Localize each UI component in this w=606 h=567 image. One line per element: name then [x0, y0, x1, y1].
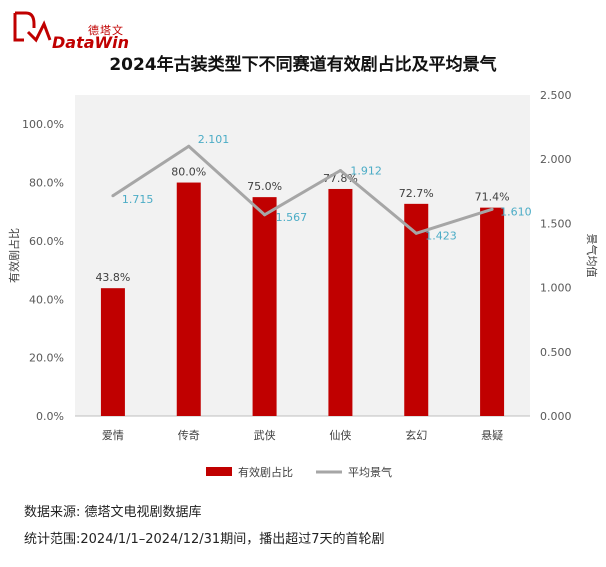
line-data-label: 1.610 [500, 205, 532, 218]
legend-line-label: 平均景气 [348, 465, 392, 479]
y-tick-label: 0.0% [36, 410, 64, 423]
x-tick-label: 爱情 [102, 429, 124, 442]
bar-data-label: 80.0% [171, 166, 206, 179]
bar-武侠 [252, 197, 277, 416]
datawin-logo: 德塔文 DataWin [12, 10, 132, 52]
y-axis-title: 有效剧占比 [7, 228, 21, 283]
y-tick-label: 20.0% [29, 352, 64, 365]
y2-tick-label: 2.500 [540, 89, 572, 102]
line-data-label: 1.715 [122, 193, 153, 206]
bar-仙侠 [328, 188, 353, 416]
plot-area [75, 95, 530, 416]
y2-tick-label: 1.000 [540, 282, 572, 295]
x-tick-label: 玄幻 [405, 428, 427, 442]
x-tick-label: 仙侠 [329, 429, 351, 442]
line-point [490, 207, 494, 211]
data-source-note: 数据来源: 德塔文电视剧数据库 [24, 505, 202, 520]
bar-爱情 [100, 288, 125, 416]
bar-data-label: 43.8% [95, 271, 130, 284]
bar-data-label: 75.0% [247, 180, 282, 193]
line-point [338, 168, 342, 172]
chart-title: 2024年古装类型下不同赛道有效剧占比及平均景气 [109, 55, 497, 75]
line-point [263, 213, 267, 217]
y2-axis-title: 景气均值 [585, 234, 599, 278]
y2-tick-label: 2.000 [540, 153, 572, 166]
y2-tick-label: 0.000 [540, 410, 572, 423]
bar-data-label: 72.7% [399, 187, 434, 200]
bar-玄幻 [404, 203, 429, 416]
line-data-label: 1.912 [350, 164, 382, 177]
bar-data-label: 71.4% [475, 191, 510, 204]
x-tick-label: 武侠 [254, 429, 276, 442]
line-point [111, 194, 115, 198]
legend-bar-swatch [206, 467, 232, 476]
y-tick-label: 80.0% [29, 177, 64, 190]
bar-传奇 [176, 182, 201, 416]
y2-tick-label: 0.500 [540, 346, 572, 359]
line-point [414, 231, 418, 235]
y2-tick-label: 1.500 [540, 217, 572, 230]
legend-bar-label: 有效剧占比 [238, 465, 293, 479]
line-data-label: 1.423 [425, 229, 457, 242]
logo-chinese-name: 德塔文 [88, 24, 124, 37]
y-tick-label: 40.0% [29, 293, 64, 306]
line-data-label: 1.567 [276, 211, 308, 224]
logo-english-name: DataWin [52, 33, 130, 52]
y-tick-label: 60.0% [29, 235, 64, 248]
x-tick-label: 传奇 [178, 429, 200, 442]
bar-悬疑 [480, 207, 505, 416]
logo-mark-icon [13, 11, 52, 43]
line-series-平均景气 [112, 144, 493, 235]
x-tick-label: 悬疑 [481, 429, 503, 442]
y-tick-label: 100.0% [22, 118, 64, 131]
line-data-label: 2.101 [198, 133, 230, 146]
statistics-range-note: 统计范围:2024/1/1–2024/12/31期间，播出超过7天的首轮剧 [24, 532, 385, 547]
line-point [187, 144, 191, 148]
